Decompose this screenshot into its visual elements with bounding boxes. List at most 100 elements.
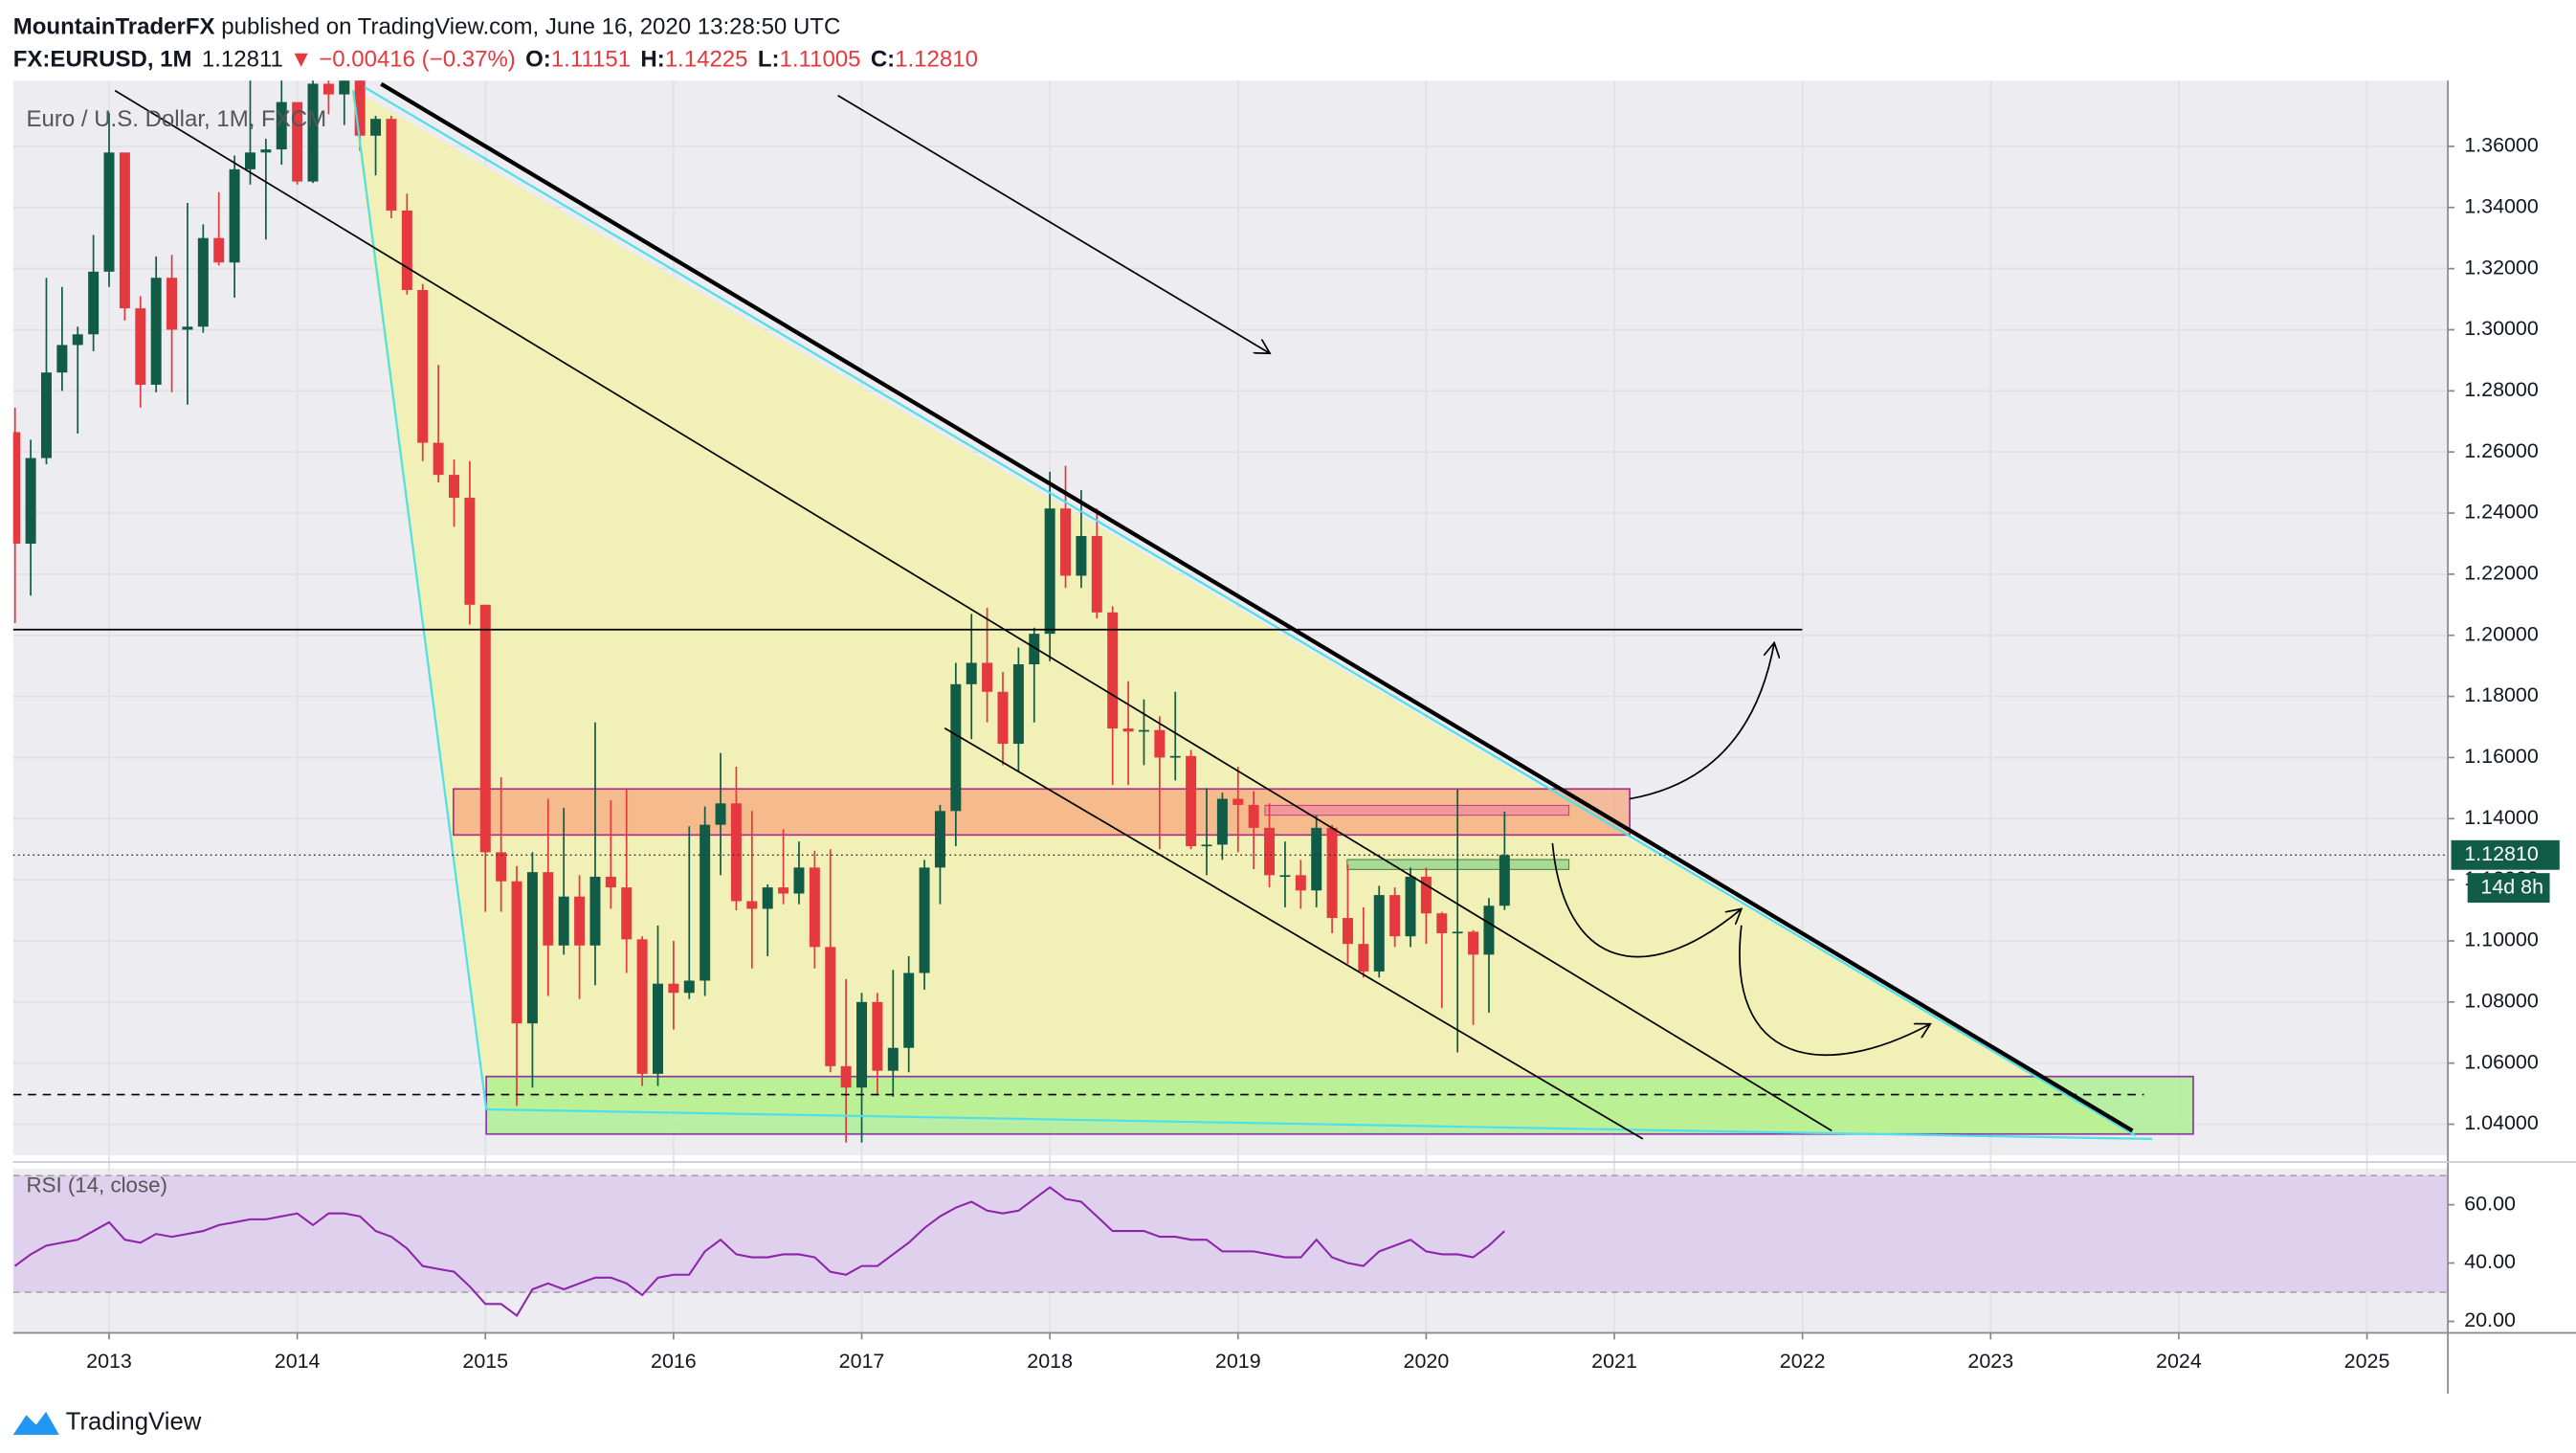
x-tick-label: 2019 [1215, 1350, 1261, 1373]
y-tick-label: 1.28000 [2464, 378, 2539, 401]
x-tick-label: 2014 [275, 1350, 321, 1373]
legend: Euro / U.S. Dollar, 1M, FXCM [26, 106, 326, 132]
quote-line: FX:EURUSD, 1M 1.12811 ▼ −0.00416 (−0.37%) O… [13, 47, 978, 73]
candle-body [700, 824, 711, 981]
y-tick-label: 1.10000 [2464, 928, 2539, 951]
candle-body [1216, 798, 1228, 845]
candle-body [229, 168, 240, 263]
y-tick-label: 1.08000 [2464, 990, 2539, 1013]
candle-body [1326, 827, 1338, 919]
y-tick-label: 1.18000 [2464, 683, 2539, 706]
candle-body [150, 278, 162, 385]
candle-body [1389, 895, 1401, 937]
candle-body [1279, 875, 1291, 878]
y-tick-label: 1.04000 [2464, 1111, 2539, 1134]
x-tick-label: 2013 [86, 1350, 132, 1373]
y-tick-label: 1.26000 [2464, 439, 2539, 462]
rsi-tick-label: 20.00 [2464, 1308, 2516, 1331]
trend-line [486, 1107, 2153, 1141]
projection [1629, 642, 1774, 800]
candle-body [260, 149, 272, 153]
published: published on TradingView.com, June 16, 2… [215, 14, 841, 40]
candle-body [621, 887, 633, 940]
channel-line [114, 89, 1832, 1132]
candle-body [1405, 876, 1416, 937]
footer-brand: TradingView [66, 1409, 202, 1436]
y-tick-label: 1.16000 [2464, 745, 2539, 768]
candle-body [997, 691, 1009, 745]
candle-body [825, 947, 836, 1066]
x-tick-label: 2017 [839, 1350, 885, 1373]
candle-body [746, 901, 758, 909]
y-tick-label: 1.06000 [2464, 1050, 2539, 1073]
candle-body [401, 210, 412, 290]
candle-body [1138, 729, 1149, 732]
candle-body [966, 662, 977, 684]
candle-body [778, 887, 789, 894]
candle-body [919, 867, 930, 973]
candle-body [1342, 918, 1353, 945]
candle-body [558, 896, 569, 946]
x-tick-label: 2022 [1780, 1350, 1826, 1373]
candle-body [1311, 827, 1322, 891]
candle-body [40, 372, 52, 458]
channel-line [944, 726, 1644, 1140]
candle-body [322, 83, 334, 95]
arrow [837, 94, 1271, 354]
trend-line [352, 90, 488, 1110]
rsi-tick-label: 60.00 [2464, 1192, 2516, 1215]
price-tag [2451, 839, 2560, 870]
countdown-tag [2467, 873, 2550, 904]
candle-body [762, 887, 773, 909]
author: MountainTraderFX [13, 14, 215, 40]
h-label: H: [640, 47, 664, 73]
c-value: 1.12810 [895, 47, 978, 73]
candle-body [683, 980, 695, 994]
candle-body [307, 83, 319, 182]
header-line: MountainTraderFX published on TradingVie… [13, 14, 841, 40]
candle-body [1091, 535, 1102, 613]
candle-body [1076, 535, 1087, 576]
candle-body [1436, 913, 1448, 933]
candle-body [1107, 612, 1119, 729]
candle-body [103, 152, 115, 272]
candle-body [730, 803, 742, 902]
candle-body [135, 308, 146, 385]
candle-body [856, 1001, 868, 1088]
candle-body [292, 101, 303, 182]
price-tag-label: 1.12810 [2464, 842, 2539, 865]
candle-body [1186, 755, 1197, 847]
x-tick-label: 2025 [2344, 1350, 2390, 1373]
h-value: 1.14225 [665, 47, 748, 73]
rsi-layer [12, 1174, 2449, 1317]
axes: 2013 2014 2015 2016 2017 2018 2019 2020 2021 2022… [12, 134, 2560, 1373]
trend-line [364, 86, 2137, 1137]
candle-body [56, 345, 68, 373]
x-tick-label: 2021 [1591, 1350, 1637, 1373]
candle-body [12, 432, 21, 544]
candle-body [1060, 508, 1072, 576]
candle-body [872, 1001, 883, 1071]
candle-body [464, 498, 476, 605]
candle-body [1169, 755, 1181, 758]
last: 1.12811 [202, 47, 283, 73]
candle-body [433, 442, 444, 476]
x-tick-label: 2020 [1404, 1350, 1450, 1373]
candle-body [276, 101, 287, 150]
symbol: FX:EURUSD, 1M [13, 47, 192, 73]
candle-body [982, 662, 993, 692]
y-tick-label: 1.22000 [2464, 562, 2539, 585]
candle-body [354, 80, 366, 136]
y-tick-label: 1.14000 [2464, 806, 2539, 829]
candle-body [934, 811, 945, 868]
candle-body [88, 271, 100, 335]
candle-body [417, 289, 429, 443]
candle-body [543, 872, 554, 946]
candle-body [1295, 875, 1306, 891]
candle-body [72, 334, 83, 346]
o-label: O: [525, 47, 551, 73]
candle-body [1248, 804, 1259, 828]
candle-body [386, 119, 397, 211]
rsi-tick-label: 40.00 [2464, 1250, 2516, 1273]
